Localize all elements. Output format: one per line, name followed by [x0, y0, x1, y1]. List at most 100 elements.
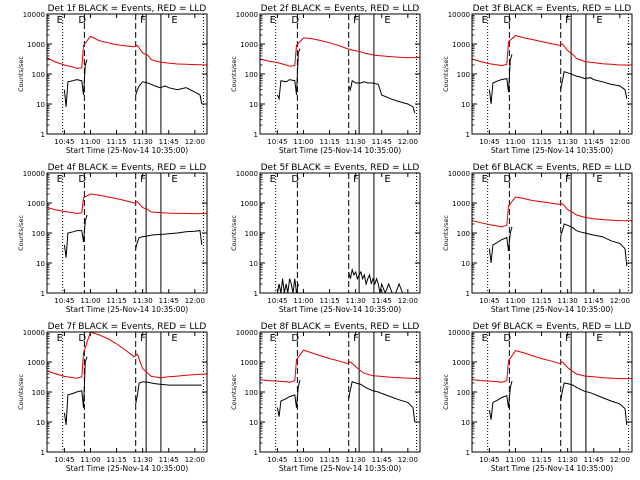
x-tick-label: 12:00 [185, 456, 205, 464]
detector-panel-7: Det 7f BLACK = Events, RED = LLD 1 10 100 10… [17, 322, 208, 473]
y-tick-label: 1000 [240, 200, 258, 208]
detector-panel-9: Det 9f BLACK = Events, RED = LLD 1 10 100 10… [442, 322, 633, 473]
event-marker-label: E [384, 15, 390, 26]
x-tick-label: 10:45 [479, 138, 499, 146]
series-events-line [488, 226, 513, 264]
panel-title: Det 4f BLACK = Events, RED = LLD [48, 163, 207, 173]
series-lld-line [260, 37, 420, 67]
y-axis-label: Counts/sec [17, 215, 25, 251]
x-tick-label: 11:15 [319, 297, 339, 305]
detector-panel-3: Det 3f BLACK = Events, RED = LLD 1 10 100 10… [442, 4, 633, 155]
event-marker-label: E [171, 333, 177, 344]
event-marker-label: E [171, 15, 177, 26]
y-tick-label: 1000 [240, 41, 258, 49]
series-events-line [348, 79, 416, 114]
y-axis-label: Counts/sec [17, 374, 25, 410]
y-tick-label: 100 [245, 71, 258, 79]
y-tick-label: 1 [466, 449, 470, 457]
event-marker-label: E [270, 15, 276, 26]
y-tick-label: 100 [245, 230, 258, 238]
x-axis-label: Start Time (25-Nov-14 10:35:00) [66, 146, 188, 155]
x-tick-label: 11:45 [584, 138, 604, 146]
y-tick-label: 1 [41, 290, 45, 298]
x-tick-label: 11:00 [505, 138, 525, 146]
x-tick-label: 11:00 [80, 456, 100, 464]
y-tick-label: 10000 [236, 170, 258, 178]
series-events-line [560, 223, 628, 266]
y-tick-label: 1 [41, 131, 45, 139]
x-tick-label: 11:00 [293, 297, 313, 305]
x-tick-label: 11:45 [584, 456, 604, 464]
event-marker-label: F [353, 174, 359, 185]
y-tick-label: 10 [461, 101, 470, 109]
detector-panel-1: Det 1f BLACK = Events, RED = LLD 1 10 100 10… [17, 4, 208, 155]
plot-frame [471, 172, 633, 294]
x-tick-label: 11:45 [584, 297, 604, 305]
event-marker-label: E [270, 333, 276, 344]
x-tick-label: 11:15 [106, 297, 126, 305]
series-lld-line [260, 349, 420, 383]
x-tick-label: 11:30 [558, 297, 578, 305]
y-tick-label: 1000 [240, 359, 258, 367]
x-tick-label: 12:00 [185, 138, 205, 146]
plot-frame [471, 13, 633, 135]
x-tick-label: 11:30 [558, 456, 578, 464]
series-lld-line [47, 332, 207, 379]
event-marker-label: E [482, 333, 488, 344]
x-tick-label: 10:45 [267, 138, 287, 146]
x-tick-label: 11:00 [293, 456, 313, 464]
event-marker-label: D [291, 333, 299, 344]
plot-frame [259, 172, 421, 294]
detector-panel-5: Det 5f BLACK = Events, RED = LLD 1 10 100 10… [230, 163, 421, 314]
event-marker-label: F [353, 333, 359, 344]
x-tick-label: 11:00 [505, 297, 525, 305]
x-axis-label: Start Time (25-Nov-14 10:35:00) [491, 305, 613, 314]
y-tick-label: 10000 [23, 329, 45, 337]
plot-frame [259, 331, 421, 453]
series-events-line [63, 214, 88, 258]
x-axis-label: Start Time (25-Nov-14 10:35:00) [279, 146, 401, 155]
event-marker-label: F [140, 174, 146, 185]
y-tick-label: 100 [245, 389, 258, 397]
x-tick-label: 11:15 [106, 138, 126, 146]
y-tick-label: 10 [36, 419, 45, 427]
x-tick-label: 10:45 [267, 297, 287, 305]
y-tick-label: 10 [249, 419, 258, 427]
x-tick-label: 11:15 [319, 456, 339, 464]
series-lld-line [47, 193, 207, 215]
y-tick-label: 10 [36, 260, 45, 268]
y-tick-label: 1000 [452, 359, 470, 367]
event-marker-label: F [140, 15, 146, 26]
y-tick-label: 1 [254, 449, 258, 457]
y-tick-label: 10000 [23, 11, 45, 19]
x-tick-label: 11:15 [106, 456, 126, 464]
x-tick-label: 11:30 [133, 138, 153, 146]
y-tick-label: 1000 [27, 359, 45, 367]
x-tick-label: 12:00 [610, 138, 630, 146]
x-tick-label: 11:15 [531, 456, 551, 464]
series-events-line [560, 70, 628, 99]
series-events-line [488, 54, 513, 105]
y-tick-label: 10000 [448, 170, 470, 178]
detector-panel-2: Det 2f BLACK = Events, RED = LLD 1 10 100 10… [230, 4, 421, 155]
series-events-line [276, 278, 299, 293]
y-tick-label: 1 [466, 131, 470, 139]
y-tick-label: 100 [32, 389, 45, 397]
y-tick-label: 100 [457, 389, 470, 397]
x-axis-label: Start Time (25-Nov-14 10:35:00) [66, 305, 188, 314]
event-marker-label: F [353, 15, 359, 26]
x-tick-label: 11:45 [159, 138, 179, 146]
event-marker-label: E [57, 333, 63, 344]
series-events-line [135, 230, 203, 249]
panel-title: Det 6f BLACK = Events, RED = LLD [473, 163, 632, 173]
panel-title: Det 7f BLACK = Events, RED = LLD [48, 322, 207, 332]
x-axis-label: Start Time (25-Nov-14 10:35:00) [491, 146, 613, 155]
x-tick-label: 10:45 [479, 456, 499, 464]
event-marker-label: D [503, 15, 511, 26]
x-tick-label: 12:00 [398, 138, 418, 146]
x-axis-label: Start Time (25-Nov-14 10:35:00) [491, 464, 613, 473]
event-marker-label: F [565, 15, 571, 26]
x-tick-label: 11:30 [346, 456, 366, 464]
series-events-line [63, 59, 88, 107]
series-events-line [348, 381, 416, 423]
